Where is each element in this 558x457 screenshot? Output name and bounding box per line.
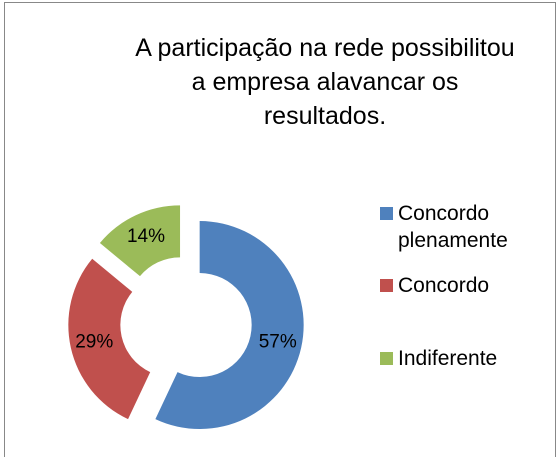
legend-label: Indiferente [398,347,498,370]
legend-swatch [380,207,393,220]
legend-label: Concordo plenamente [398,202,508,252]
legend-swatch [380,279,393,292]
slice [155,221,304,430]
slice [68,258,151,420]
data-label: 29% [75,332,113,353]
legend-item: Concordo [380,272,550,299]
data-label: 14% [127,226,165,247]
legend-item: Indiferente [380,345,550,372]
legend-label: Concordo [398,274,490,297]
legend-swatch [380,352,393,365]
legend-item: Concordo plenamente [380,200,550,254]
slice [99,205,181,277]
chart-title: A participação na rede possibilitou a em… [135,34,515,130]
data-label: 57% [259,332,297,353]
